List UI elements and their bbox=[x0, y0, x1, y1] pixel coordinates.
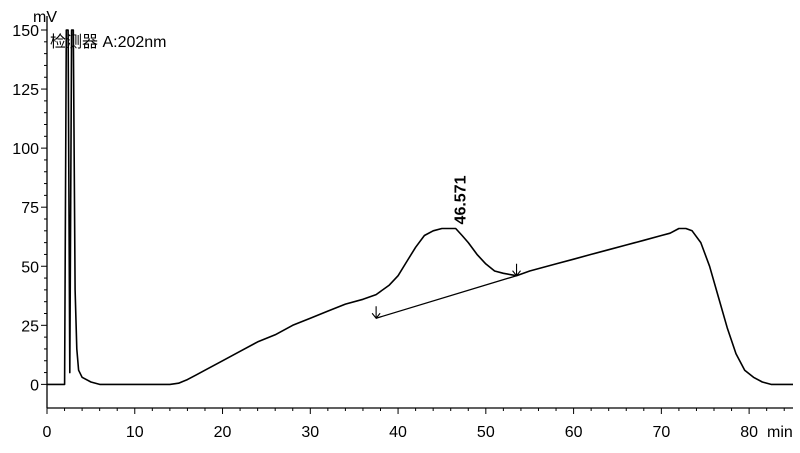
x-tick-label: 10 bbox=[126, 424, 144, 441]
y-tick-label: 0 bbox=[30, 377, 39, 394]
x-axis-unit-label: min bbox=[767, 424, 793, 441]
x-tick-label: 0 bbox=[43, 424, 52, 441]
y-tick-label: 75 bbox=[21, 200, 39, 217]
x-tick-label: 70 bbox=[652, 424, 670, 441]
signal-trace bbox=[47, 30, 793, 384]
y-axis-unit-label: mV bbox=[33, 9, 57, 26]
y-tick-label: 25 bbox=[21, 318, 39, 335]
x-tick-label: 50 bbox=[477, 424, 495, 441]
plot-area: 46.571 bbox=[47, 30, 793, 384]
x-tick-label: 40 bbox=[389, 424, 407, 441]
x-tick-label: 30 bbox=[301, 424, 319, 441]
detector-label: 检测器 A:202nm bbox=[50, 33, 167, 51]
x-tick-label: 20 bbox=[214, 424, 232, 441]
axes: 025507510012515001020304050607080 bbox=[12, 16, 793, 441]
integration-marker bbox=[372, 306, 380, 318]
y-tick-label: 125 bbox=[12, 82, 39, 99]
x-tick-label: 60 bbox=[565, 424, 583, 441]
y-tick-label: 50 bbox=[21, 259, 39, 276]
x-tick-label: 80 bbox=[740, 424, 758, 441]
peak-retention-label: 46.571 bbox=[453, 175, 470, 224]
integration-baseline bbox=[376, 276, 516, 319]
y-tick-label: 100 bbox=[12, 141, 39, 158]
